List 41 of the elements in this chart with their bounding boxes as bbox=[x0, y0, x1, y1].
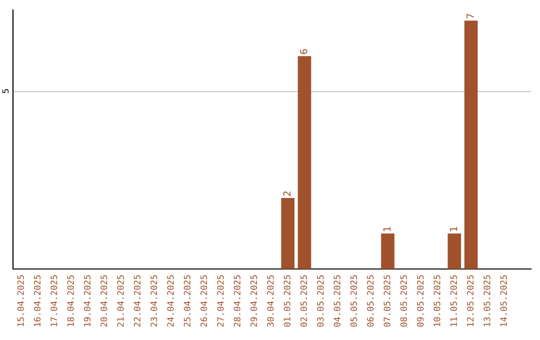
bar bbox=[464, 20, 478, 269]
bar bbox=[381, 234, 394, 269]
x-tick-label: 29.04.2025 bbox=[250, 275, 258, 327]
y-tick-label: 5 bbox=[2, 89, 9, 94]
x-tick-label: 30.04.2025 bbox=[267, 275, 274, 327]
x-tick-label: 05.05.2025 bbox=[350, 275, 358, 327]
data-label: 1 bbox=[383, 226, 390, 232]
x-tick-label: 01.05.2025 bbox=[284, 275, 290, 327]
data-label: 2 bbox=[283, 191, 291, 196]
x-tick-label: 13.05.2025 bbox=[484, 275, 490, 326]
x-tick-label: 10.05.2025 bbox=[434, 275, 440, 326]
x-tick-label: 06.05.2025 bbox=[367, 275, 374, 327]
x-tick-label: 16.04.2025 bbox=[34, 275, 41, 326]
x-tick-label: 12.05.2025 bbox=[466, 275, 474, 326]
data-label: 7 bbox=[466, 14, 474, 18]
x-tick-label: 21.04.2025 bbox=[117, 275, 124, 327]
x-tick-label: 09.05.2025 bbox=[417, 275, 424, 327]
x-tick-label: 15.04.2025 bbox=[17, 275, 24, 326]
x-tick-label: 08.05.2025 bbox=[400, 275, 407, 327]
x-tick-label: 23.04.2025 bbox=[150, 275, 158, 327]
x-tick-label: 27.04.2025 bbox=[217, 275, 224, 327]
bar bbox=[448, 234, 462, 269]
x-tick-label: 17.04.2025 bbox=[50, 275, 58, 326]
bar bbox=[298, 56, 312, 269]
data-label: 1 bbox=[450, 226, 458, 232]
x-tick-label: 20.04.2025 bbox=[100, 275, 108, 327]
x-tick-label: 14.05.2025 bbox=[500, 275, 507, 326]
x-tick-label: 22.04.2025 bbox=[134, 275, 140, 327]
x-tick-label: 02.05.2025 bbox=[300, 275, 308, 327]
x-tick-label: 26.04.2025 bbox=[200, 275, 208, 327]
x-tick-label: 24.04.2025 bbox=[167, 275, 174, 327]
x-tick-label: 03.05.2025 bbox=[317, 275, 324, 327]
bar bbox=[281, 198, 294, 269]
x-tick-label: 19.04.2025 bbox=[84, 275, 91, 326]
x-tick-label: 18.04.2025 bbox=[67, 275, 74, 326]
x-tick-label: 04.05.2025 bbox=[334, 275, 340, 327]
x-tick-label: 11.05.2025 bbox=[450, 275, 457, 326]
x-tick-label: 07.05.2025 bbox=[384, 275, 390, 327]
data-label: 6 bbox=[300, 49, 308, 54]
x-tick-label: 28.04.2025 bbox=[234, 275, 240, 327]
x-tick-label: 25.04.2025 bbox=[184, 275, 190, 327]
